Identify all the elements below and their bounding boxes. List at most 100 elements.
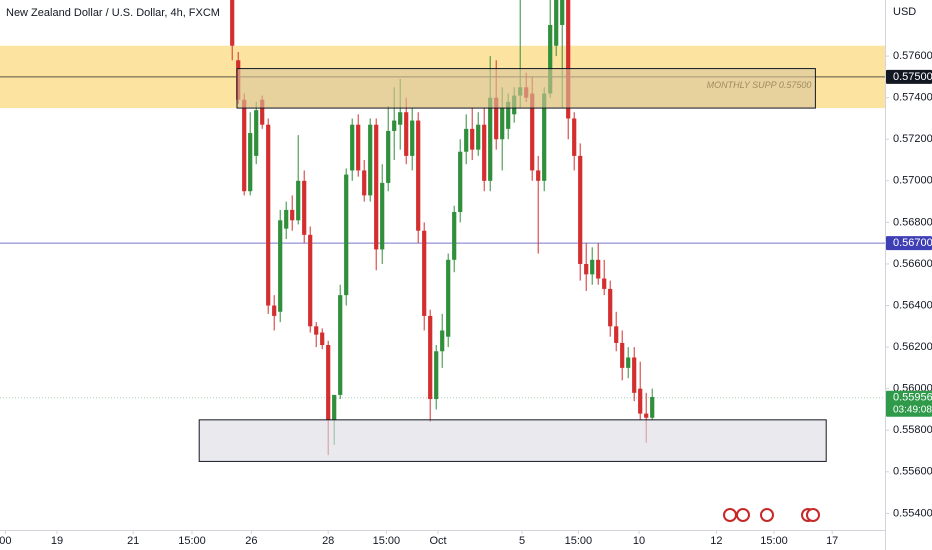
event-icons: [723, 508, 820, 522]
candle-body: [644, 413, 649, 418]
candle-body: [470, 128, 475, 150]
price-label-bg: [886, 69, 932, 84]
candle-body: [632, 357, 637, 393]
candle-body: [548, 24, 553, 94]
countdown-label: 03:49:08: [893, 404, 932, 415]
candle-body: [398, 112, 403, 125]
y-tick-label: 0.57600: [893, 50, 932, 62]
candle-body: [650, 396, 655, 418]
candle-body: [254, 110, 259, 156]
candle-body: [242, 99, 247, 192]
candle-body: [506, 101, 511, 129]
candle-body: [602, 278, 607, 289]
y-tick-label: 0.55600: [893, 466, 932, 478]
y-tick-label: 0.56800: [893, 216, 932, 228]
x-tick-label: 26: [245, 535, 257, 547]
candle-body: [500, 108, 505, 140]
candle-body: [584, 263, 589, 275]
candle-body: [554, 0, 559, 46]
candle-body: [608, 288, 613, 327]
x-tick-label: 15:00: [373, 535, 401, 547]
x-tick-label: 28: [322, 535, 334, 547]
candle-body: [560, 0, 565, 25]
candle-body: [494, 97, 499, 140]
x-tick-label: 19: [51, 535, 63, 547]
zone-box: [236, 68, 816, 109]
x-tick-label: Oct: [429, 535, 446, 547]
x-tick-label: 21: [127, 535, 139, 547]
candle-body: [338, 295, 343, 395]
candle-body: [596, 259, 601, 279]
candle-body: [488, 97, 493, 181]
candle-body: [440, 330, 445, 352]
candle-body: [314, 326, 319, 335]
candle-body: [434, 351, 439, 400]
x-tick-label: 15:00: [760, 535, 788, 547]
plot-area: MONTHLY SUPP 0.57500: [0, 0, 885, 462]
x-tick-label: 00: [0, 535, 12, 547]
candle-body: [278, 220, 283, 312]
y-tick-label: 0.57000: [893, 175, 932, 187]
zone-box: [198, 419, 827, 462]
candle-body: [404, 112, 409, 156]
candle-body: [266, 124, 271, 306]
candle-body: [614, 326, 619, 343]
candle-body: [452, 212, 457, 260]
candle-body: [284, 209, 289, 229]
y-tick-label: 0.55400: [893, 507, 932, 519]
price-label-bg: [886, 390, 932, 417]
candle-body: [248, 133, 253, 192]
candle-body: [350, 124, 355, 171]
price-label: 0.57500: [893, 71, 932, 83]
candle-body: [380, 182, 385, 250]
candle-body: [428, 315, 433, 400]
candle-body: [620, 342, 625, 368]
candle-body: [332, 394, 337, 420]
candle-body: [362, 170, 367, 196]
y-tick-label: 0.56600: [893, 258, 932, 270]
x-tick-label: 15:00: [178, 535, 206, 547]
price-label: 0.55956: [893, 392, 932, 404]
x-tick-label: 17: [826, 535, 838, 547]
candle-body: [326, 345, 331, 420]
candle-body: [638, 388, 643, 414]
candle-body: [290, 209, 295, 221]
candle-body: [296, 180, 301, 221]
candle-body: [476, 124, 481, 150]
x-tick-label: 12: [710, 535, 722, 547]
candle-body: [320, 332, 325, 346]
candle-body: [374, 124, 379, 250]
candle-body: [260, 99, 265, 125]
x-tick-label: 5: [519, 535, 525, 547]
y-tick-label: 0.57200: [893, 133, 932, 145]
candle-body: [230, 0, 235, 46]
candle-body: [446, 259, 451, 337]
candle-body: [626, 357, 631, 368]
candle-body: [416, 120, 421, 231]
candle-body: [590, 259, 595, 275]
candle-body: [302, 180, 307, 235]
candle-body: [482, 124, 487, 181]
candle-body: [572, 118, 577, 156]
candle-body: [578, 155, 583, 264]
x-tick-label: 10: [633, 535, 645, 547]
candle-body: [356, 124, 361, 171]
candle-body: [458, 151, 463, 212]
y-tick-label: 0.56200: [893, 341, 932, 353]
price-label-bg: [886, 236, 932, 251]
x-tick-label: 15:00: [565, 535, 593, 547]
candle-body: [566, 0, 571, 119]
y-tick-label: 0.57400: [893, 92, 932, 104]
chart-title: New Zealand Dollar / U.S. Dollar, 4h, FX…: [6, 7, 220, 19]
candle-body: [386, 130, 391, 183]
candle-body: [410, 120, 415, 156]
candle-body: [272, 305, 277, 316]
candle-body: [530, 93, 535, 171]
candle-body: [344, 174, 349, 296]
candle-body: [542, 93, 547, 181]
candle-body: [464, 128, 469, 152]
price-label: 0.56700: [893, 237, 932, 249]
candle-body: [392, 120, 397, 131]
